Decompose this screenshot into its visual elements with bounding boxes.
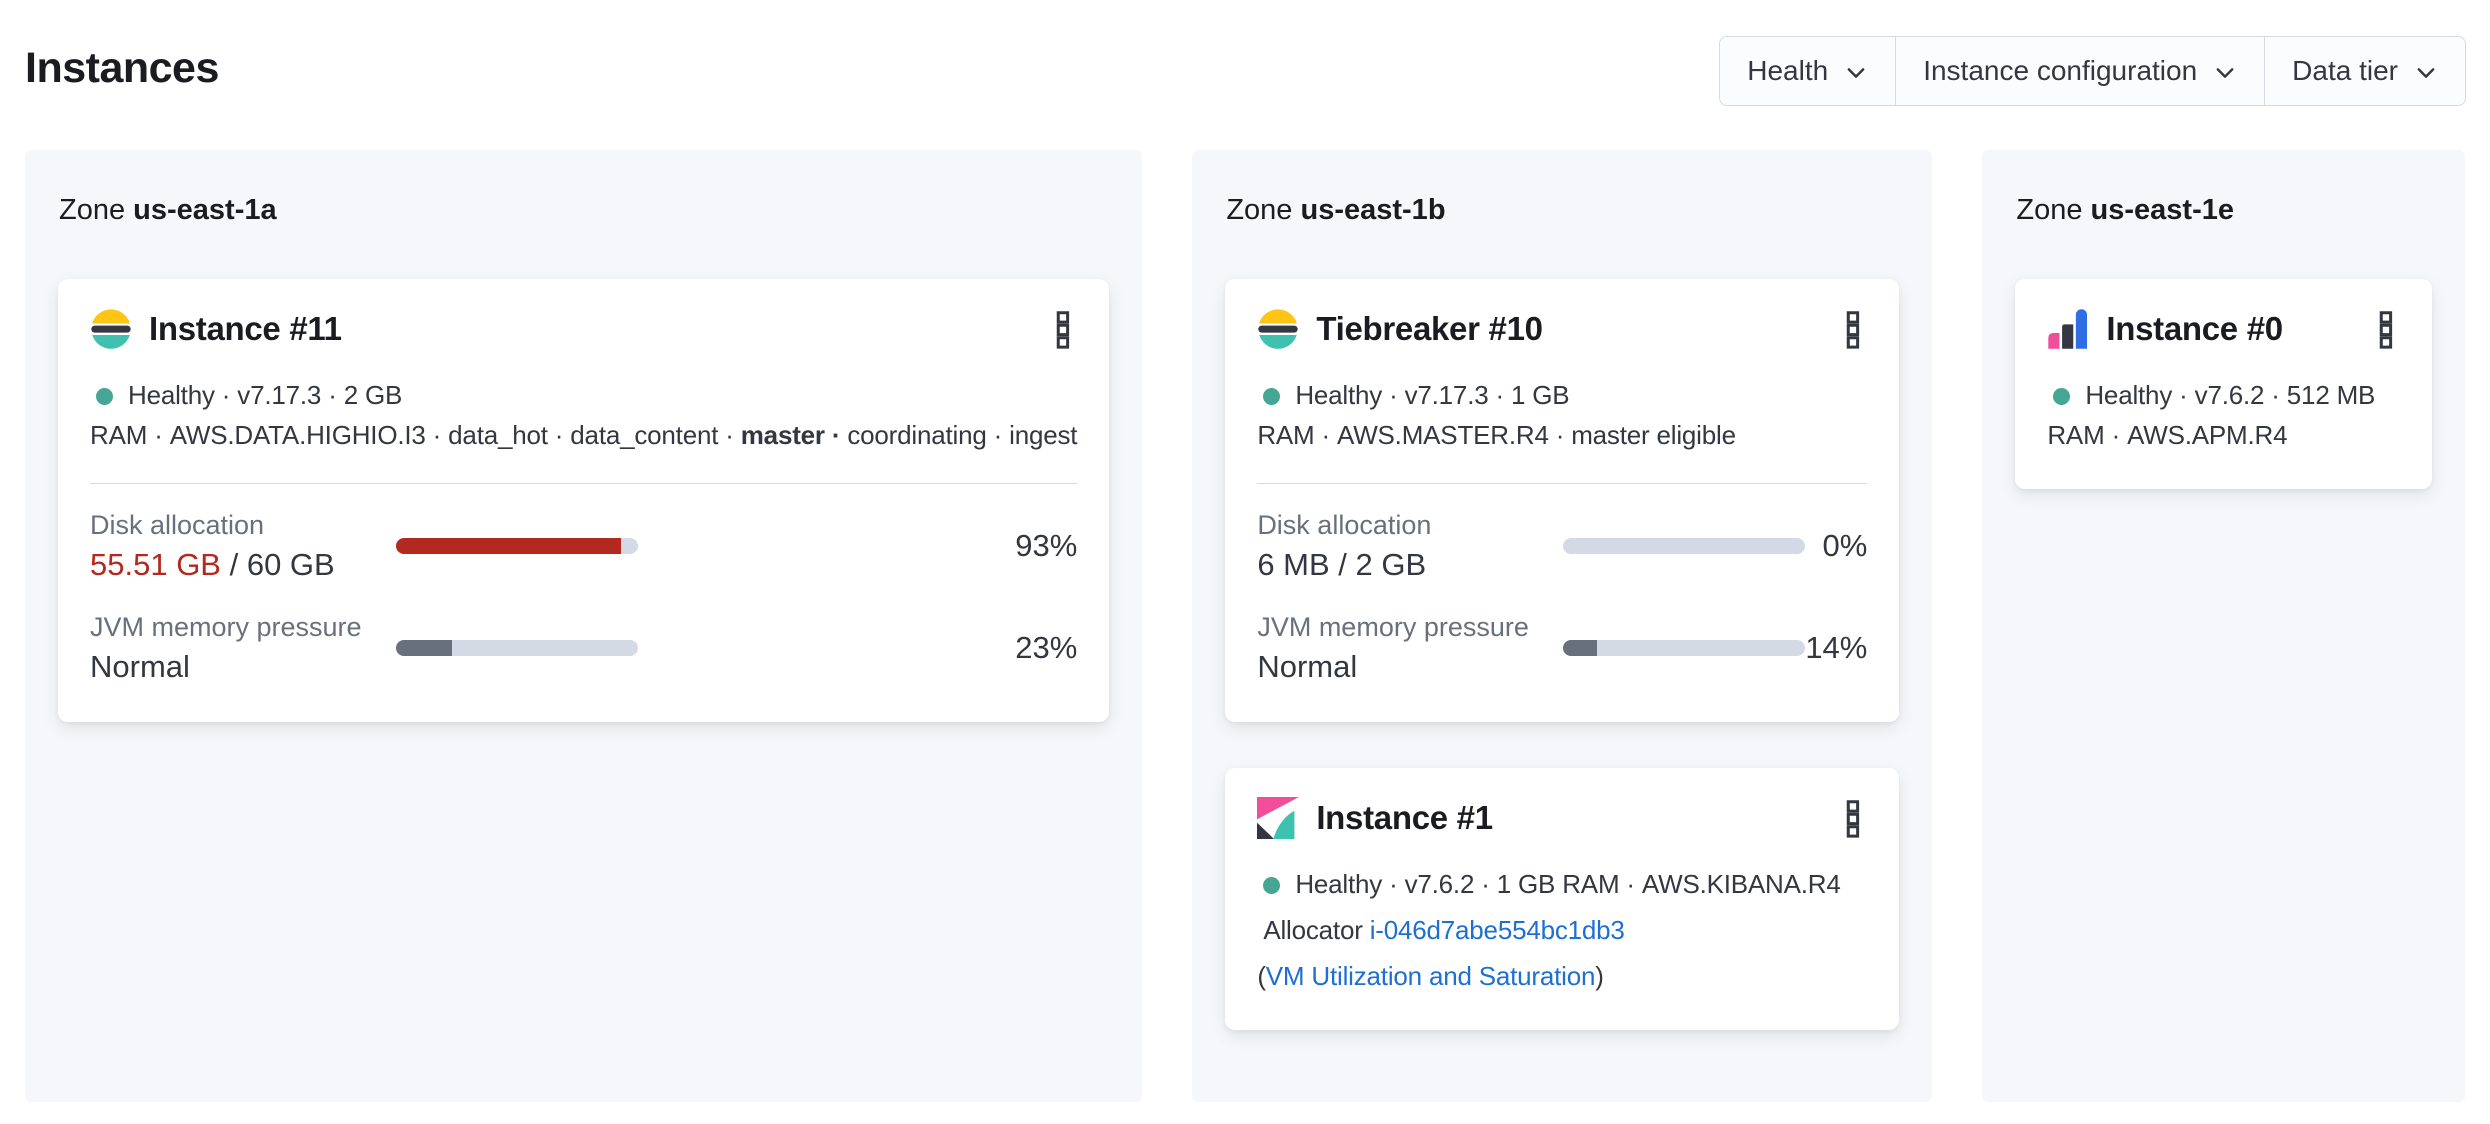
disk-usage-percent: 93% <box>1015 528 1078 563</box>
zones-container: Zone us-east-1a Instance #11 <box>0 150 2490 1102</box>
instance-menu-button[interactable] <box>1049 309 1077 351</box>
instance-title: Tiebreaker #10 <box>1316 310 1543 347</box>
filter-health-button[interactable]: Health <box>1720 37 1897 105</box>
metric-label: Disk allocation <box>90 510 265 540</box>
instance-menu-button[interactable] <box>2372 309 2400 351</box>
instance-card-tiebreaker-10: Tiebreaker #10 Healthyv7.17.31 GB RAMAWS… <box>1225 279 1900 722</box>
filter-data-tier-label: Data tier <box>2292 55 2398 86</box>
metric-label: Disk allocation <box>1257 510 1432 540</box>
metric-value: 55.51 GB / 60 GB <box>90 547 335 582</box>
card-header: Instance #1 <box>1257 796 1867 840</box>
elasticsearch-logo <box>1257 308 1299 350</box>
health-status-dot <box>1263 877 1281 894</box>
instance-menu-button[interactable] <box>1839 309 1867 351</box>
instance-health-line: Healthyv7.17.31 GB RAMAWS.MASTER.R4maste… <box>1257 375 1867 455</box>
boxes-vertical-icon <box>2379 311 2393 349</box>
zone-word: Zone <box>59 194 126 226</box>
instance-menu-button[interactable] <box>1839 798 1867 840</box>
card-header: Tiebreaker #10 <box>1257 307 1867 351</box>
instance-card-1: Instance #1 Healthyv7.6.21 GB RAMAWS.KIB… <box>1225 768 1900 1030</box>
kibana-logo <box>1257 797 1300 839</box>
zone-word: Zone <box>1226 194 1293 226</box>
zone-label: Zone us-east-1b <box>1225 194 1899 227</box>
instance-card-0: Instance #0 Healthyv7.6.2512 MB RAMAWS.A… <box>2015 279 2432 489</box>
allocator-label: Allocator <box>1263 915 1363 945</box>
page-header: Instances Health Instance configuration … <box>0 0 2490 106</box>
instance-health-line: Healthyv7.6.2512 MB RAMAWS.APM.R4 <box>2047 375 2400 455</box>
disk-usage-percent: 0% <box>1822 528 1868 563</box>
metric-value: Normal <box>1257 649 1358 684</box>
card-header: Instance #11 <box>90 307 1077 351</box>
metric-disk-allocation: Disk allocation 55.51 GB / 60 GB 93% <box>90 506 1077 586</box>
disk-usage-bar <box>396 538 638 554</box>
allocator-link[interactable]: i-046d7abe554bc1db3 <box>1369 915 1625 945</box>
card-divider <box>90 483 1078 484</box>
jvm-pressure-percent: 14% <box>1805 630 1868 665</box>
metric-value: 6 MB / 2 GB <box>1257 547 1427 582</box>
zone-label: Zone us-east-1a <box>58 194 1109 227</box>
zone-label: Zone us-east-1e <box>2015 194 2432 227</box>
jvm-pressure-bar <box>1563 640 1806 656</box>
page-title: Instances <box>25 44 219 92</box>
zone-name: us-east-1b <box>1300 194 1446 226</box>
filter-instance-configuration-label: Instance configuration <box>1923 55 2198 86</box>
allocator-line: Allocator i-046d7abe554bc1db3 <box>1257 910 1867 950</box>
zone-name: us-east-1a <box>133 194 277 226</box>
filter-health-label: Health <box>1747 55 1829 86</box>
elasticsearch-logo <box>90 308 132 350</box>
boxes-vertical-icon <box>1057 311 1070 349</box>
jvm-pressure-bar <box>396 640 638 656</box>
instance-health-line: Healthyv7.6.21 GB RAMAWS.KIBANA.R4 <box>1257 864 1867 904</box>
health-status-dot <box>1263 388 1281 405</box>
zone-name: us-east-1e <box>2090 194 2234 226</box>
zone-panel-us-east-1b: Zone us-east-1b Tiebreaker #10 <box>1192 150 1933 1102</box>
filter-group: Health Instance configuration Data tier <box>1719 36 2466 106</box>
chevron-down-icon <box>2216 67 2234 78</box>
zone-word: Zone <box>2016 194 2083 226</box>
metric-label: JVM memory pressure <box>1257 612 1529 642</box>
instance-health-line: Healthyv7.17.32 GB RAMAWS.DATA.HIGHIO.I3… <box>90 375 1078 455</box>
zone-panel-us-east-1e: Zone us-east-1e Instance #0 <box>1982 150 2465 1102</box>
chevron-down-icon <box>1847 67 1865 78</box>
chevron-down-icon <box>2417 67 2435 78</box>
instance-title: Instance #11 <box>149 310 342 347</box>
metric-jvm-pressure: JVM memory pressure Normal 14% <box>1257 608 1867 688</box>
filter-data-tier-button[interactable]: Data tier <box>2265 37 2465 105</box>
metric-jvm-pressure: JVM memory pressure Normal 23% <box>90 608 1077 688</box>
card-divider <box>1257 483 1868 484</box>
instance-title: Instance #0 <box>2106 310 2283 347</box>
metric-label: JVM memory pressure <box>90 612 362 642</box>
zone-panel-us-east-1a: Zone us-east-1a Instance #11 <box>25 150 1143 1102</box>
instance-card-11: Instance #11 Healthyv7.17.32 GB RAMAWS.D… <box>58 279 1110 722</box>
health-status-dot <box>2053 388 2071 405</box>
jvm-pressure-percent: 23% <box>1015 630 1078 665</box>
metric-disk-allocation: Disk allocation 6 MB / 2 GB 0% <box>1257 506 1867 586</box>
apm-logo <box>2047 308 2089 350</box>
vm-utilization-link[interactable]: VM Utilization and Saturation <box>1265 961 1596 991</box>
vm-utilization-line: (VM Utilization and Saturation) <box>1257 961 1604 991</box>
filter-instance-configuration-button[interactable]: Instance configuration <box>1896 37 2266 105</box>
boxes-vertical-icon <box>1847 311 1860 349</box>
disk-usage-bar <box>1563 538 1806 554</box>
metric-value: Normal <box>90 649 190 684</box>
instance-title: Instance #1 <box>1316 799 1493 836</box>
card-header: Instance #0 <box>2047 307 2400 351</box>
boxes-vertical-icon <box>1847 800 1860 838</box>
health-status-dot <box>96 388 113 405</box>
